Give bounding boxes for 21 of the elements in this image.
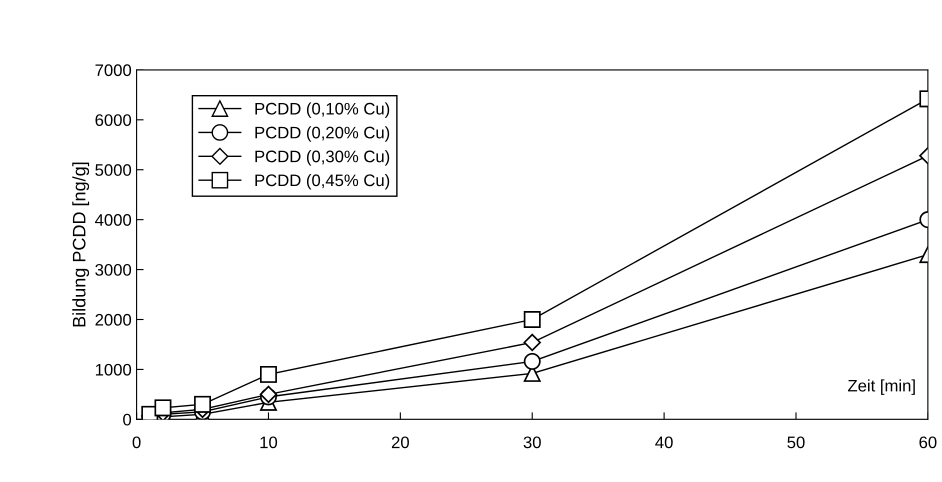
legend-label: PCDD (0,10% Cu) bbox=[255, 102, 390, 118]
x-axis-title: Zeit [min] bbox=[848, 379, 915, 395]
y-tick-label: 7000 bbox=[96, 64, 132, 76]
legend-label: PCDD (0,20% Cu) bbox=[255, 126, 390, 142]
x-tick-label: 0 bbox=[132, 436, 141, 448]
x-tick-label: 30 bbox=[524, 436, 541, 448]
y-axis-title: Bildung PCDD [ng/g] bbox=[72, 162, 90, 326]
y-tick-label: 0 bbox=[123, 414, 132, 426]
y-tick-label: 6000 bbox=[96, 114, 132, 126]
y-tick-label: 5000 bbox=[95, 164, 132, 176]
x-tick-label: 60 bbox=[919, 436, 936, 448]
legend-label: PCDD (0,30% Cu) bbox=[255, 150, 390, 166]
legend-label: PCDD (0,45% Cu) bbox=[255, 174, 390, 190]
y-tick-label: 2000 bbox=[95, 314, 132, 326]
y-tick-label: 3000 bbox=[95, 264, 132, 276]
x-tick-label: 10 bbox=[260, 436, 278, 448]
y-tick-label: 1000 bbox=[96, 364, 132, 376]
x-tick-label: 50 bbox=[787, 436, 805, 448]
x-tick-label: 20 bbox=[392, 436, 409, 448]
y-tick-label: 4000 bbox=[95, 214, 132, 226]
x-tick-label: 40 bbox=[655, 436, 673, 448]
